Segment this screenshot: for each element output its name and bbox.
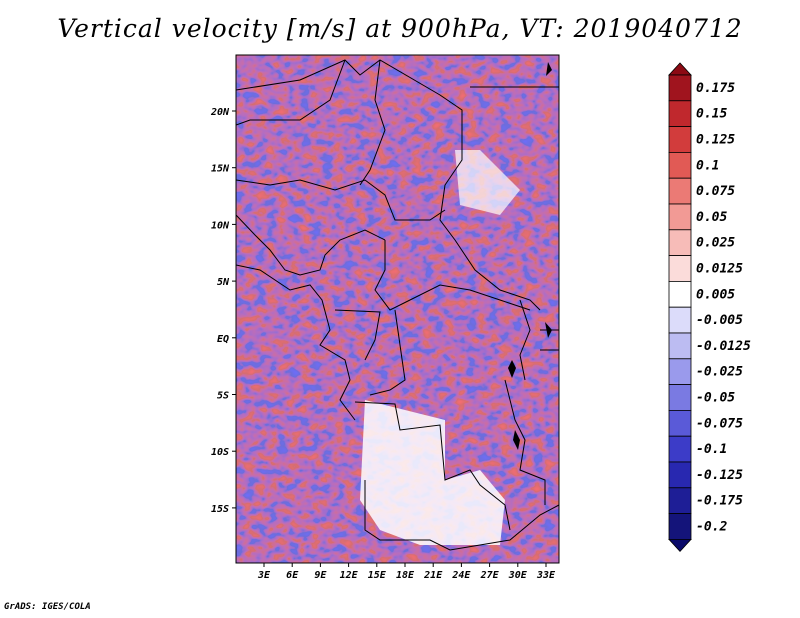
colorbar-segment bbox=[668, 280, 692, 308]
colorbar-label: 0.05 bbox=[696, 210, 727, 225]
grads-credit: GrADS: IGES/COLA bbox=[4, 602, 91, 612]
colorbar-segment bbox=[668, 435, 692, 463]
colorbar-label: 0.025 bbox=[696, 236, 735, 251]
colorbar-segment bbox=[668, 461, 692, 489]
colorbar-segment bbox=[668, 384, 692, 411]
colorbar-segment bbox=[668, 513, 692, 540]
longitude-axis: 3E 6E 9E 12E 15E 18E 21E 24E 27E 30E 33E bbox=[257, 563, 556, 581]
colorbar-label: 0.125 bbox=[696, 133, 735, 148]
colorbar-segment bbox=[668, 151, 692, 179]
latitude-axis: 20N 15N 10N 5N EQ 5S 10S 15S bbox=[210, 107, 236, 515]
colorbar-label: 0.15 bbox=[696, 107, 727, 122]
colorbar-segment bbox=[668, 126, 692, 153]
lat-tick-label: 5S bbox=[217, 391, 229, 402]
colorbar-label: -0.025 bbox=[696, 365, 743, 380]
lon-tick-label: 15E bbox=[368, 570, 387, 581]
lon-tick-label: 33E bbox=[536, 570, 556, 581]
lat-tick-label: 5N bbox=[217, 277, 230, 288]
colorbar-segment bbox=[668, 74, 692, 102]
colorbar-label: -0.05 bbox=[696, 391, 735, 406]
lat-tick-label: 15N bbox=[211, 164, 230, 175]
colorbar-segment bbox=[668, 100, 692, 128]
lakes bbox=[508, 62, 552, 450]
colorbar: 0.175 0.15 0.125 0.1 0.075 0.05 0.025 0.0125 0.0… bbox=[668, 62, 751, 552]
colorbar-segment bbox=[668, 203, 692, 231]
colorbar-label: -0.075 bbox=[696, 416, 743, 431]
colorbar-segment bbox=[668, 409, 692, 437]
lat-tick-label: 10S bbox=[211, 447, 229, 458]
colorbar-label: 0.175 bbox=[696, 81, 735, 96]
lon-tick-label: 21E bbox=[423, 570, 443, 581]
colorbar-label: 0.075 bbox=[696, 184, 735, 199]
colorbar-upper-arrow bbox=[668, 62, 692, 76]
lat-tick-label: 20N bbox=[210, 107, 230, 118]
lat-tick-label: 10N bbox=[211, 220, 230, 231]
lon-tick-label: 27E bbox=[480, 570, 500, 581]
colorbar-segment bbox=[668, 487, 692, 514]
colorbar-label: -0.2 bbox=[696, 520, 727, 535]
colorbar-segment bbox=[668, 306, 692, 334]
lon-tick-label: 9E bbox=[314, 570, 327, 581]
lat-tick-label: EQ bbox=[217, 334, 229, 345]
colorbar-label: -0.175 bbox=[696, 494, 743, 509]
map-frame bbox=[235, 54, 560, 564]
colorbar-label: -0.125 bbox=[696, 468, 743, 483]
colorbar-label: -0.1 bbox=[696, 442, 727, 457]
colorbar-segment bbox=[668, 358, 692, 385]
country-borders bbox=[236, 59, 559, 551]
lat-tick-label: 15S bbox=[211, 504, 229, 515]
lon-tick-label: 3E bbox=[257, 570, 271, 581]
colorbar-segment bbox=[668, 229, 692, 257]
map-panel bbox=[236, 55, 559, 563]
plot-title: Vertical velocity [m/s] at 900hPa, VT: 2… bbox=[57, 14, 743, 43]
lon-tick-label: 18E bbox=[396, 570, 415, 581]
colorbar-label: 0.005 bbox=[696, 287, 735, 302]
colorbar-label: 0.1 bbox=[696, 158, 719, 173]
colorbar-label: -0.0125 bbox=[696, 339, 751, 354]
colorbar-segment bbox=[668, 332, 692, 360]
colorbar-label: 0.0125 bbox=[696, 262, 743, 277]
lon-tick-label: 24E bbox=[451, 570, 471, 581]
colorbar-label: -0.005 bbox=[696, 313, 743, 328]
lon-tick-label: 30E bbox=[508, 570, 528, 581]
lon-tick-label: 12E bbox=[340, 570, 359, 581]
colorbar-segment bbox=[668, 255, 692, 282]
lon-tick-label: 6E bbox=[286, 570, 299, 581]
colorbar-lower-arrow bbox=[668, 539, 692, 552]
colorbar-segment bbox=[668, 177, 692, 205]
